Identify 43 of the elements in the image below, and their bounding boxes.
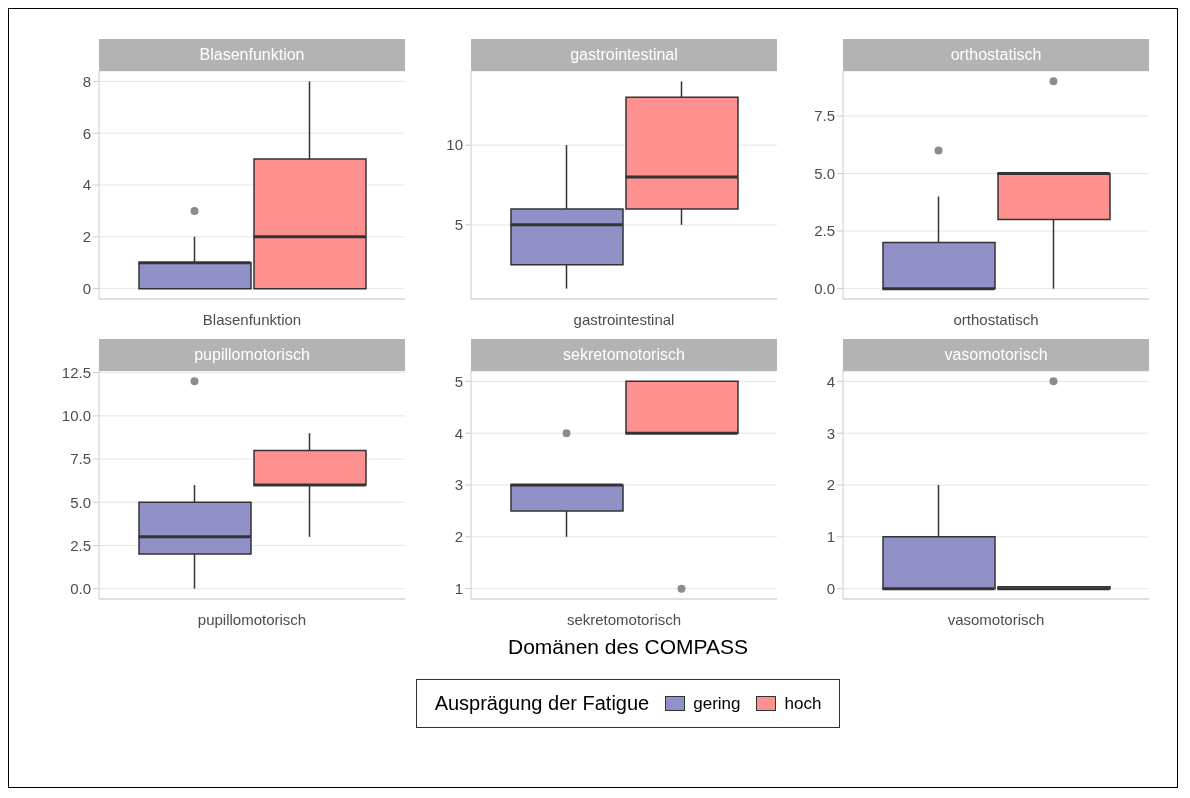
y-tick-label: 6 <box>82 124 91 142</box>
x-axis-title: orthostatisch <box>953 311 1039 328</box>
x-axis-title: Blasenfunktion <box>202 311 302 328</box>
y-tick-label: 3 <box>826 424 835 442</box>
chart-title: sekretomotorisch <box>471 339 777 371</box>
x-axis-title: sekretomotorisch <box>566 611 682 628</box>
y-tick-label: 0 <box>82 279 91 297</box>
x-axis-title: gastrointestinal <box>573 311 675 328</box>
y-tick-label: 7.5 <box>814 107 835 125</box>
x-axis-title: pupillomotorisch <box>197 611 307 628</box>
y-tick-label: 1 <box>826 528 835 546</box>
chart-title: pupillomotorisch <box>99 339 405 371</box>
y-tick-label: 3 <box>454 476 463 494</box>
y-tick-label: 2 <box>454 528 463 546</box>
chart-title: gastrointestinal <box>471 39 777 71</box>
y-tick-label: 0 <box>826 579 835 597</box>
y-tick-label: 5 <box>454 216 463 234</box>
y-tick-label: 5.0 <box>70 493 91 511</box>
legend-label: hoch <box>784 693 822 714</box>
legend-title: Ausprägung der Fatigue <box>434 692 650 715</box>
y-tick-label: 4 <box>826 372 835 390</box>
y-tick-label: 1 <box>454 579 463 597</box>
y-tick-label: 2 <box>82 228 91 246</box>
y-tick-label: 10 <box>446 136 463 154</box>
y-tick-label: 7.5 <box>70 450 91 468</box>
y-tick-label: 12.5 <box>61 364 91 382</box>
chart-title: vasomotorisch <box>843 339 1149 371</box>
y-tick-label: 0.0 <box>814 279 835 297</box>
y-tick-label: 2.5 <box>70 536 91 554</box>
y-tick-label: 5.0 <box>814 164 835 182</box>
text: Domänen des COMPASS <box>506 635 749 659</box>
y-tick-label: 4 <box>82 176 91 194</box>
y-tick-label: 2.5 <box>814 222 835 240</box>
y-tick-label: 0.0 <box>70 579 91 597</box>
chart-title: orthostatisch <box>843 39 1149 71</box>
y-tick-label: 2 <box>826 476 835 494</box>
y-tick-label: 8 <box>82 72 91 90</box>
y-tick-label: 4 <box>454 424 463 442</box>
x-axis-title: vasomotorisch <box>947 611 1045 628</box>
legend-label: gering <box>693 693 741 714</box>
chart-title: Blasenfunktion <box>99 39 405 71</box>
y-tick-label: 10.0 <box>61 407 91 425</box>
y-tick-label: 5 <box>454 372 463 390</box>
